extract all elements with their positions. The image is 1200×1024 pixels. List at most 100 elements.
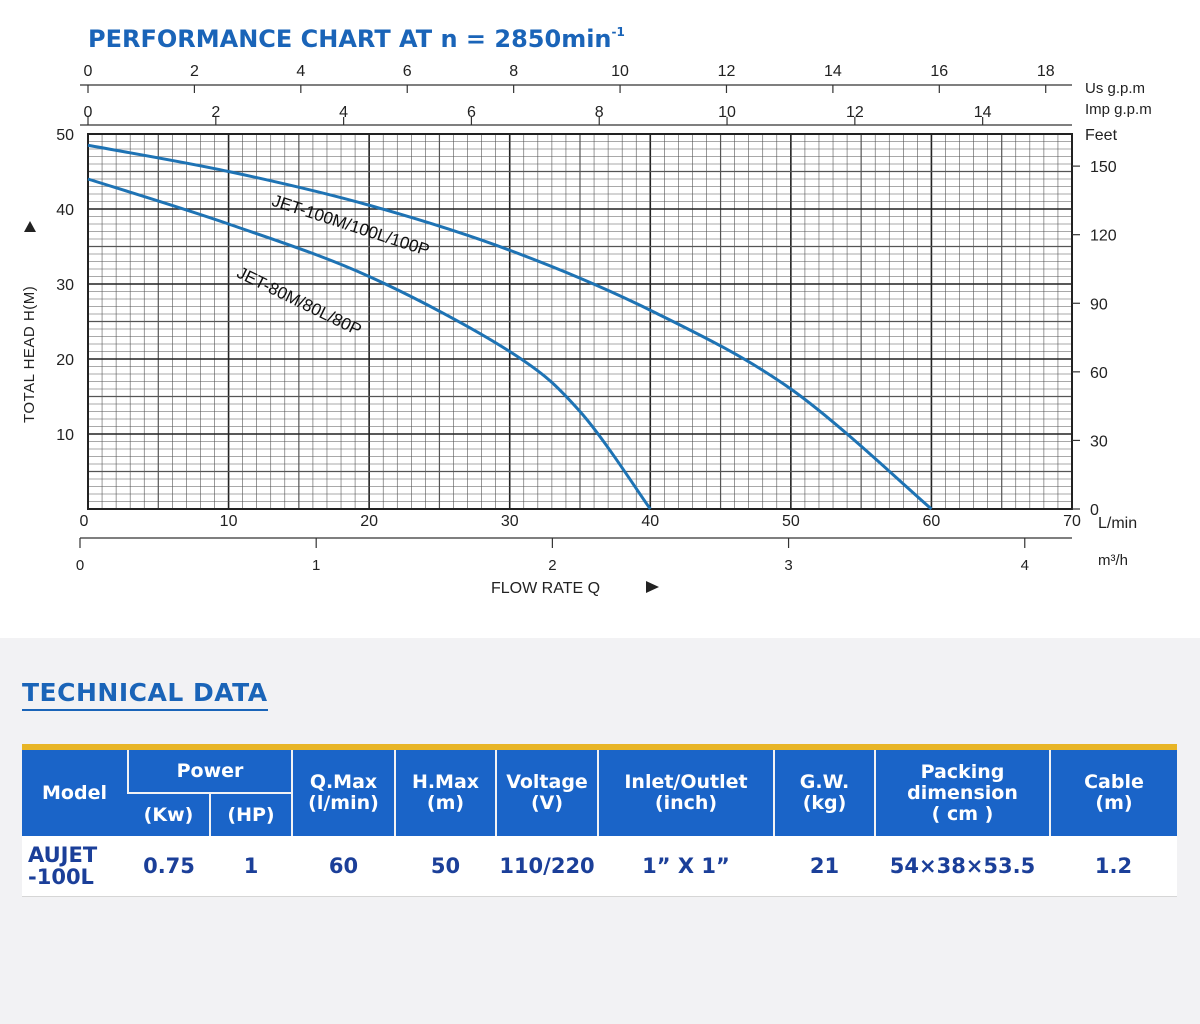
- impgpm-axis-tick-label: 6: [467, 104, 476, 121]
- x-tick-label: 0: [80, 513, 89, 530]
- impgpm-axis-tick-label: 2: [211, 104, 220, 121]
- feet-tick-label: 90: [1090, 296, 1108, 313]
- chart-axes: [79, 84, 1080, 548]
- x-axis-arrow-icon: [646, 581, 659, 593]
- unit-feet: Feet: [1085, 127, 1118, 144]
- header-cable-line2: (m): [1095, 792, 1133, 814]
- impgpm-axis-tick-label: 0: [84, 104, 93, 121]
- table-row: AUJET -100L 0.75 1 60 50 110/220 1” X 1”…: [22, 836, 1177, 897]
- m3h-axis-tick-label: 0: [76, 557, 84, 574]
- chart-title-superscript: -1: [612, 25, 625, 39]
- chart-grid: [87, 133, 1073, 510]
- header-packing-line2: dimension: [907, 781, 1018, 804]
- curve-jet-100: [87, 143, 933, 511]
- header-voltage-line2: (V): [530, 792, 564, 814]
- cell-voltage: 110/220: [496, 836, 598, 897]
- header-gw-line1: G.W.: [799, 771, 850, 793]
- header-qmax-line2: (l/min): [308, 792, 379, 814]
- technical-data-title: TECHNICAL DATA: [22, 678, 268, 711]
- usgpm-axis-tick-label: 16: [930, 63, 948, 80]
- curve-jet-80: [87, 177, 652, 510]
- x-tick-label: 50: [782, 513, 800, 530]
- feet-tick-label: 30: [1090, 433, 1108, 450]
- header-cable: Cable (m): [1049, 747, 1177, 836]
- impgpm-axis-tick-label: 14: [974, 104, 992, 121]
- feet-tick-label: 150: [1090, 159, 1117, 176]
- header-model: Model: [22, 747, 128, 836]
- y-tick-label: 50: [56, 127, 74, 144]
- y-axis-label: TOTAL HEAD H(M): [21, 286, 38, 423]
- usgpm-axis-tick-label: 12: [718, 63, 736, 80]
- technical-data-table: Model Power Q.Max (l/min) H.Max (m) Volt…: [22, 744, 1177, 897]
- x-axis-label: FLOW RATE Q: [491, 580, 600, 597]
- header-hmax: H.Max (m): [394, 747, 496, 836]
- cell-packing: 54×38×53.5: [875, 836, 1050, 897]
- header-voltage-line1: Voltage: [506, 771, 588, 793]
- usgpm-axis-tick-label: 10: [611, 63, 629, 80]
- header-voltage: Voltage (V): [495, 747, 598, 836]
- usgpm-axis-tick-label: 0: [84, 63, 93, 80]
- usgpm-axis-tick-label: 8: [509, 63, 518, 80]
- header-inlet-outlet: Inlet/Outlet (inch): [597, 747, 774, 836]
- unit-usgpm: Us g.p.m: [1085, 80, 1145, 97]
- unit-impgpm: Imp g.p.m: [1085, 101, 1152, 118]
- impgpm-axis-tick-label: 4: [339, 104, 348, 121]
- x-tick-label: 40: [641, 513, 659, 530]
- header-gw-line2: (kg): [802, 792, 847, 814]
- header-hp: (HP): [209, 792, 292, 836]
- cell-model-line1: AUJET: [28, 843, 98, 867]
- header-packing-line3: ( cm ): [931, 802, 994, 825]
- plot-frame: [87, 133, 1073, 510]
- impgpm-axis-tick-label: 10: [718, 104, 736, 121]
- y-tick-label: 10: [56, 427, 74, 444]
- header-inlet-line2: (inch): [654, 792, 718, 814]
- cell-hp: 1: [210, 836, 292, 897]
- unit-m3h: m³/h: [1098, 552, 1128, 569]
- usgpm-axis-tick-label: 18: [1037, 63, 1055, 80]
- feet-tick-label: 0: [1090, 502, 1099, 519]
- header-inlet-line1: Inlet/Outlet: [624, 771, 748, 793]
- cell-qmax: 60: [292, 836, 395, 897]
- cell-inlet-outlet: 1” X 1”: [598, 836, 774, 897]
- x-tick-label: 60: [923, 513, 941, 530]
- header-gw: G.W. (kg): [773, 747, 875, 836]
- header-qmax-line1: Q.Max: [309, 771, 378, 793]
- chart-title: PERFORMANCE CHART AT n = 2850min-1: [88, 25, 625, 53]
- cell-model: AUJET -100L: [22, 836, 128, 897]
- usgpm-axis-tick-label: 14: [824, 63, 842, 80]
- header-power: Power: [127, 747, 292, 793]
- cell-gw: 21: [774, 836, 875, 897]
- feet-tick-label: 60: [1090, 365, 1108, 382]
- x-tick-label: 30: [501, 513, 519, 530]
- feet-tick-label: 120: [1090, 228, 1117, 245]
- x-tick-label: 10: [220, 513, 238, 530]
- cell-cable: 1.2: [1050, 836, 1177, 897]
- cell-kw: 0.75: [128, 836, 210, 897]
- usgpm-axis-tick-label: 2: [190, 63, 199, 80]
- usgpm-axis-tick-label: 4: [296, 63, 305, 80]
- cell-model-line2: -100L: [28, 865, 94, 889]
- x-tick-label: 20: [360, 513, 378, 530]
- y-tick-label: 20: [56, 352, 74, 369]
- cell-hmax: 50: [395, 836, 496, 897]
- header-hmax-line2: (m): [426, 792, 465, 814]
- chart-curves: [87, 143, 933, 511]
- y-tick-label: 30: [56, 277, 74, 294]
- m3h-axis-tick-label: 3: [784, 557, 792, 574]
- m3h-axis-tick-label: 1: [312, 557, 320, 574]
- header-packing: Packing dimension ( cm ): [874, 747, 1050, 836]
- impgpm-axis-tick-label: 12: [846, 104, 864, 121]
- header-hmax-line1: H.Max: [411, 771, 480, 793]
- m3h-axis-tick-label: 2: [548, 557, 556, 574]
- header-qmax: Q.Max (l/min): [291, 747, 395, 836]
- m3h-axis-tick-label: 4: [1021, 557, 1029, 574]
- y-tick-label: 40: [56, 202, 74, 219]
- x-tick-label: 70: [1063, 513, 1081, 530]
- y-axis-arrow-icon: [24, 221, 36, 232]
- header-cable-line1: Cable: [1084, 771, 1144, 793]
- unit-lmin: L/min: [1098, 515, 1137, 532]
- usgpm-axis-tick-label: 6: [403, 63, 412, 80]
- header-kw: (Kw): [128, 792, 210, 836]
- header-packing-line1: Packing: [920, 760, 1005, 783]
